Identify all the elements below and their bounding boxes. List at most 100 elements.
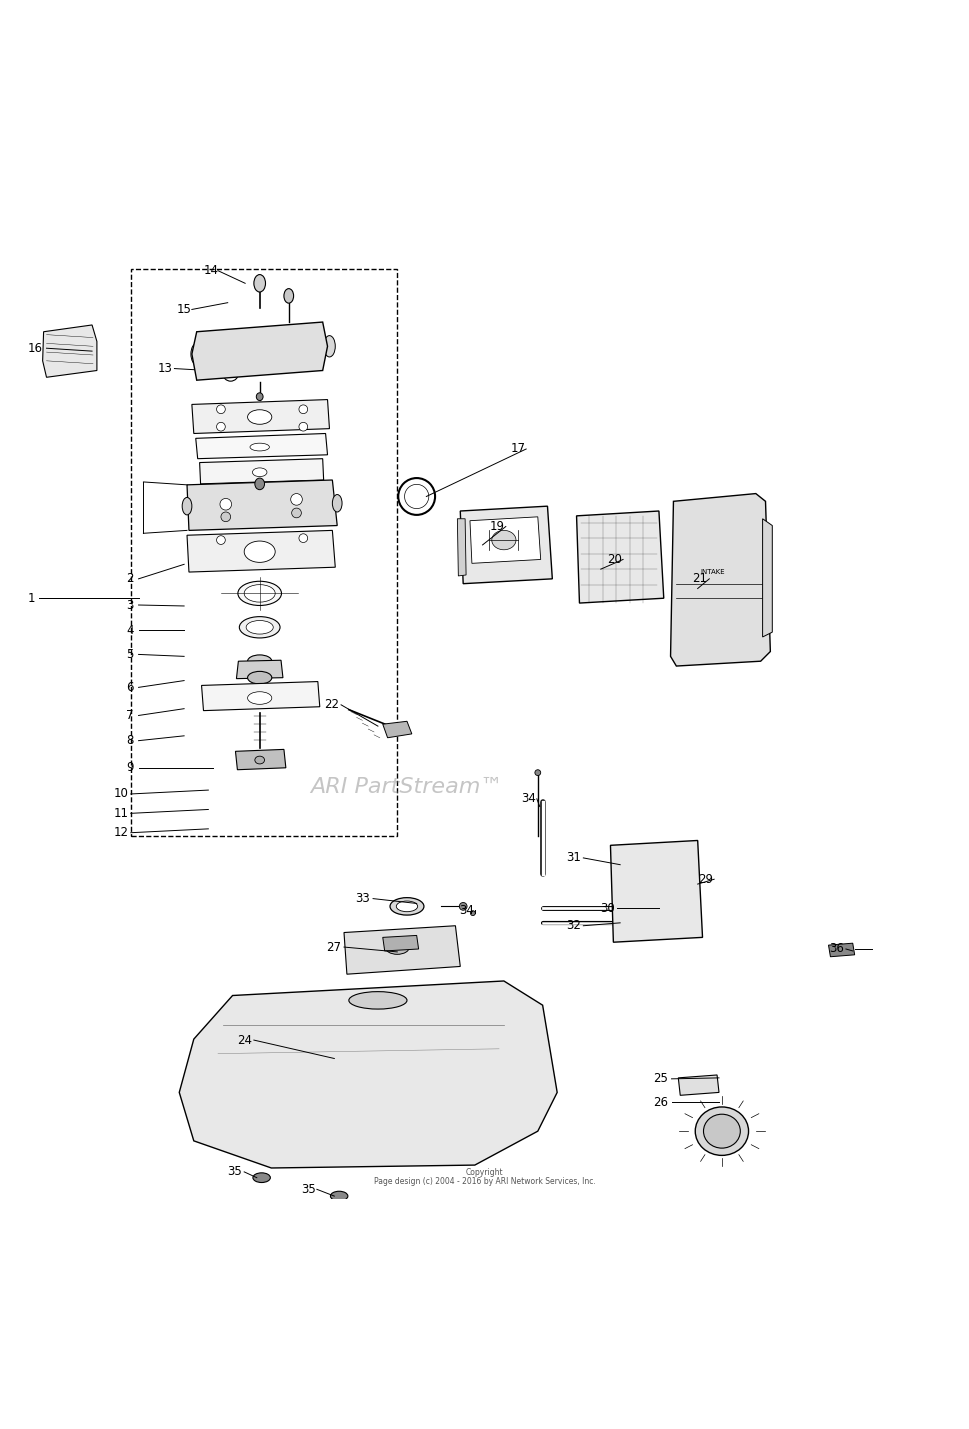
Ellipse shape xyxy=(491,530,516,550)
Text: 11: 11 xyxy=(113,807,129,820)
Ellipse shape xyxy=(182,497,192,514)
Text: ARI PartStream™: ARI PartStream™ xyxy=(311,777,503,797)
Ellipse shape xyxy=(292,509,301,517)
Polygon shape xyxy=(187,530,335,572)
Text: 19: 19 xyxy=(489,520,505,533)
Polygon shape xyxy=(179,980,557,1167)
Ellipse shape xyxy=(291,493,302,506)
Text: 16: 16 xyxy=(27,342,43,354)
Ellipse shape xyxy=(254,274,266,292)
Text: 5: 5 xyxy=(126,647,134,662)
Polygon shape xyxy=(200,459,324,484)
Polygon shape xyxy=(763,519,772,637)
Ellipse shape xyxy=(385,940,409,955)
Text: 14: 14 xyxy=(203,264,219,277)
Text: 20: 20 xyxy=(607,553,622,566)
Text: 1: 1 xyxy=(27,592,35,604)
Ellipse shape xyxy=(246,620,273,634)
Text: 30: 30 xyxy=(600,902,615,915)
Polygon shape xyxy=(610,840,703,942)
Ellipse shape xyxy=(247,672,271,684)
Text: 34: 34 xyxy=(459,903,475,917)
Ellipse shape xyxy=(459,903,467,910)
Ellipse shape xyxy=(253,1173,270,1183)
Polygon shape xyxy=(457,519,466,576)
Ellipse shape xyxy=(535,770,541,776)
Text: 32: 32 xyxy=(566,919,581,932)
Ellipse shape xyxy=(255,352,265,360)
Ellipse shape xyxy=(220,499,232,510)
Text: 25: 25 xyxy=(653,1072,669,1086)
Ellipse shape xyxy=(247,344,271,369)
Polygon shape xyxy=(671,493,770,666)
Text: 21: 21 xyxy=(692,573,707,586)
Text: 6: 6 xyxy=(126,680,134,694)
Ellipse shape xyxy=(255,756,265,765)
Bar xyxy=(131,269,397,836)
Ellipse shape xyxy=(239,617,280,637)
Text: 13: 13 xyxy=(157,362,172,374)
Text: 33: 33 xyxy=(355,892,370,905)
Ellipse shape xyxy=(398,479,435,514)
Polygon shape xyxy=(678,1075,719,1095)
Text: 9: 9 xyxy=(126,762,134,775)
Text: 36: 36 xyxy=(828,943,844,956)
Polygon shape xyxy=(187,480,337,530)
Polygon shape xyxy=(43,324,97,377)
Text: Copyright: Copyright xyxy=(466,1167,503,1176)
Ellipse shape xyxy=(332,494,342,512)
Ellipse shape xyxy=(330,1192,348,1200)
Text: INTAKE: INTAKE xyxy=(700,569,725,574)
Polygon shape xyxy=(202,682,320,710)
Ellipse shape xyxy=(349,992,407,1009)
Ellipse shape xyxy=(247,654,271,667)
Ellipse shape xyxy=(298,404,308,413)
Polygon shape xyxy=(344,926,460,975)
Text: 29: 29 xyxy=(698,873,713,886)
Ellipse shape xyxy=(298,534,308,543)
Ellipse shape xyxy=(324,336,335,357)
Text: 34: 34 xyxy=(521,792,537,806)
Polygon shape xyxy=(383,722,412,737)
Ellipse shape xyxy=(237,582,281,606)
Text: 4: 4 xyxy=(126,623,134,637)
Ellipse shape xyxy=(284,289,294,303)
Polygon shape xyxy=(460,506,552,583)
Text: 26: 26 xyxy=(653,1096,669,1109)
Ellipse shape xyxy=(191,343,203,364)
Ellipse shape xyxy=(244,542,275,563)
Text: 12: 12 xyxy=(113,826,129,839)
Polygon shape xyxy=(470,517,541,563)
Polygon shape xyxy=(192,400,329,433)
Text: 2: 2 xyxy=(126,573,134,586)
Text: 35: 35 xyxy=(300,1183,316,1196)
Polygon shape xyxy=(196,433,328,459)
Ellipse shape xyxy=(247,692,271,704)
Ellipse shape xyxy=(471,910,475,916)
Ellipse shape xyxy=(250,443,269,452)
Polygon shape xyxy=(383,936,419,950)
Ellipse shape xyxy=(390,897,423,915)
Text: 35: 35 xyxy=(227,1166,242,1179)
Text: 31: 31 xyxy=(566,852,581,865)
Ellipse shape xyxy=(247,410,271,424)
Ellipse shape xyxy=(404,484,428,509)
Ellipse shape xyxy=(396,902,418,912)
Text: 15: 15 xyxy=(176,303,192,316)
Text: 24: 24 xyxy=(236,1033,252,1046)
Ellipse shape xyxy=(695,1107,748,1156)
Ellipse shape xyxy=(244,584,275,602)
Ellipse shape xyxy=(252,467,266,477)
Circle shape xyxy=(223,366,238,382)
Text: 17: 17 xyxy=(511,443,526,456)
Ellipse shape xyxy=(255,479,265,490)
Ellipse shape xyxy=(703,1115,740,1147)
Text: 8: 8 xyxy=(126,735,134,747)
Ellipse shape xyxy=(221,512,231,522)
Ellipse shape xyxy=(217,404,225,413)
Polygon shape xyxy=(577,512,664,603)
Text: 3: 3 xyxy=(126,599,134,612)
Ellipse shape xyxy=(256,393,264,400)
Ellipse shape xyxy=(298,423,308,432)
Text: 7: 7 xyxy=(126,709,134,722)
